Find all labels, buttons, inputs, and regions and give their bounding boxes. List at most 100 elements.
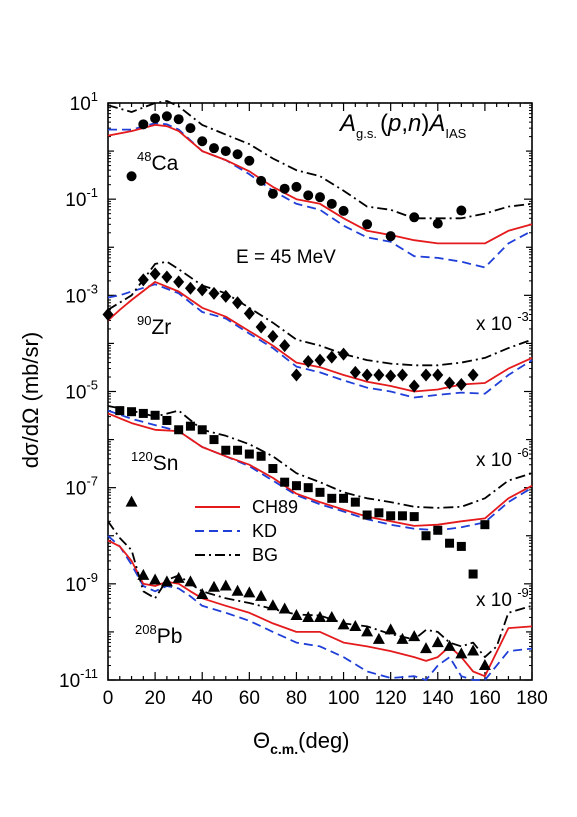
data-point-ca [220, 146, 231, 157]
data-point-ca [150, 113, 161, 124]
data-point-pb [278, 602, 291, 614]
data-point-ca [173, 114, 184, 125]
data-point-ca [161, 111, 172, 122]
curve-kd-pb [107, 535, 533, 681]
legend-label-ch89: CH89 [252, 497, 298, 517]
data-point-ca [409, 212, 420, 223]
curve-ch89-pb [107, 539, 533, 678]
chart-title: Ag.s. (p,n)AIAS [338, 110, 467, 141]
data-point-sn [185, 421, 195, 431]
x-tick-label: 0 [103, 688, 114, 709]
data-point-pb [372, 632, 385, 644]
data-point-sn [197, 425, 207, 435]
nucleus-label-ca: 48Ca [137, 149, 179, 175]
data-point-pb [149, 573, 162, 585]
data-point-pb [137, 568, 150, 580]
y-axis-label: dσ/dΩ (mb/sr) [18, 332, 43, 468]
data-point-ca [267, 188, 278, 199]
legend: CH89 KD BG [195, 497, 298, 565]
data-point-ca [432, 218, 443, 229]
curve-ch89-ca [107, 124, 533, 245]
x-tick-label: 180 [516, 688, 548, 709]
y-tick-label: 10-9 [65, 570, 98, 596]
data-point-ca [303, 190, 314, 201]
data-point-zr [444, 376, 456, 390]
data-point-pb [290, 608, 303, 620]
y-tick-label: 10-5 [65, 378, 98, 404]
data-point-zr [243, 306, 255, 320]
data-point-zr [184, 281, 196, 295]
data-point-sn [327, 493, 337, 503]
data-point-pb [349, 619, 362, 631]
data-point-sn [339, 493, 349, 503]
data-point-pb [455, 647, 468, 659]
data-point-ca [326, 198, 337, 209]
data-point-pb [196, 588, 209, 600]
data-point-sn [397, 511, 407, 521]
data-point-ca [256, 175, 267, 186]
scale-label-zr: x 10 -3 [476, 309, 529, 335]
data-point-sn [268, 464, 278, 474]
nucleus-label-zr: 90Zr [137, 313, 171, 339]
data-point-pb [420, 642, 432, 654]
curve-kd-ca [108, 122, 533, 269]
data-point-pb [266, 599, 279, 611]
y-tick-label: 10-7 [65, 474, 98, 500]
nucleus-label-pb: 208Pb [135, 622, 182, 648]
data-point-ca [138, 119, 149, 130]
data-point-pb [243, 586, 256, 598]
plot-frame: 0 20 40 60 80 100 120 140 160 180 101 10-1 10-3 10-5 1… [59, 89, 548, 709]
data-point-zr [102, 307, 114, 321]
x-tick-label: 160 [469, 688, 501, 709]
data-point-pb [467, 644, 480, 656]
x-tick-label: 80 [286, 688, 307, 709]
data-point-ca [126, 171, 137, 182]
data-point-sn [303, 483, 313, 493]
data-point-sn [480, 520, 490, 530]
data-point-zr [208, 286, 220, 300]
data-point-sn [362, 510, 372, 520]
data-point-zr [373, 368, 385, 382]
data-point-ca [185, 123, 196, 134]
data-point-zr [326, 350, 338, 364]
data-point-sn [127, 407, 137, 417]
data-point-zr [420, 368, 432, 382]
data-point-pb [255, 589, 268, 601]
data-point-pb [408, 630, 421, 642]
data-point-sn [315, 487, 325, 497]
data-point-zr [338, 347, 350, 361]
data-point-ca [362, 219, 373, 230]
data-point-sn [244, 449, 254, 459]
data-point-sn [374, 508, 384, 518]
legend-label-kd: KD [252, 521, 277, 541]
data-point-ca [197, 136, 208, 147]
data-point-zr [161, 270, 173, 284]
y-tick-label: 10-11 [59, 666, 98, 692]
data-point-pb [125, 495, 138, 507]
data-point-zr [467, 368, 479, 382]
x-tick-label: 100 [328, 688, 360, 709]
data-point-zr [385, 369, 397, 383]
data-point-zr [173, 275, 185, 289]
data-point-sn [350, 497, 360, 507]
data-point-pb [314, 610, 326, 622]
data-point-pb [384, 623, 397, 635]
data-point-sn [233, 445, 243, 455]
data-point-pb [325, 610, 338, 622]
data-point-sn [150, 410, 160, 420]
x-tick-label: 40 [192, 688, 213, 709]
data-point-pb [302, 610, 315, 622]
x-axis-label: Θc.m.(deg) [253, 728, 350, 757]
data-point-zr [232, 296, 244, 310]
plot-labels: Ag.s. (p,n)AIAS E = 45 MeV Θc.m.(deg) dσ/… [18, 110, 529, 757]
data-point-pb [231, 584, 244, 596]
x-tick-label: 140 [422, 688, 454, 709]
data-point-sn [386, 511, 396, 521]
data-point-ca [209, 143, 219, 154]
data-point-zr [279, 339, 291, 353]
data-point-sn [209, 435, 219, 445]
data-point-zr [455, 377, 467, 391]
data-point-ca [232, 149, 243, 160]
data-point-zr [196, 283, 208, 297]
